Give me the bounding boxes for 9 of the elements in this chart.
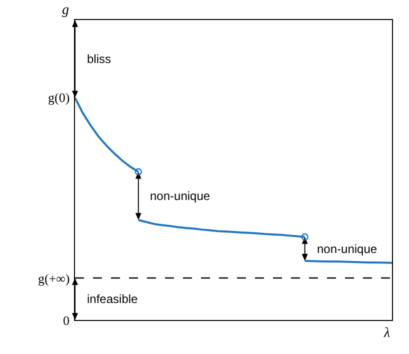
text: g xyxy=(62,3,69,18)
x-axis-title: λ xyxy=(383,326,390,341)
annotation: non-unique xyxy=(150,189,210,203)
ref-line-label: g(+∞) xyxy=(38,271,70,286)
text: bliss xyxy=(87,52,112,66)
text: g(0) xyxy=(48,90,70,105)
text: 0 xyxy=(63,313,70,328)
annotation: infeasible xyxy=(87,292,138,306)
annotation: non-unique xyxy=(317,242,378,256)
